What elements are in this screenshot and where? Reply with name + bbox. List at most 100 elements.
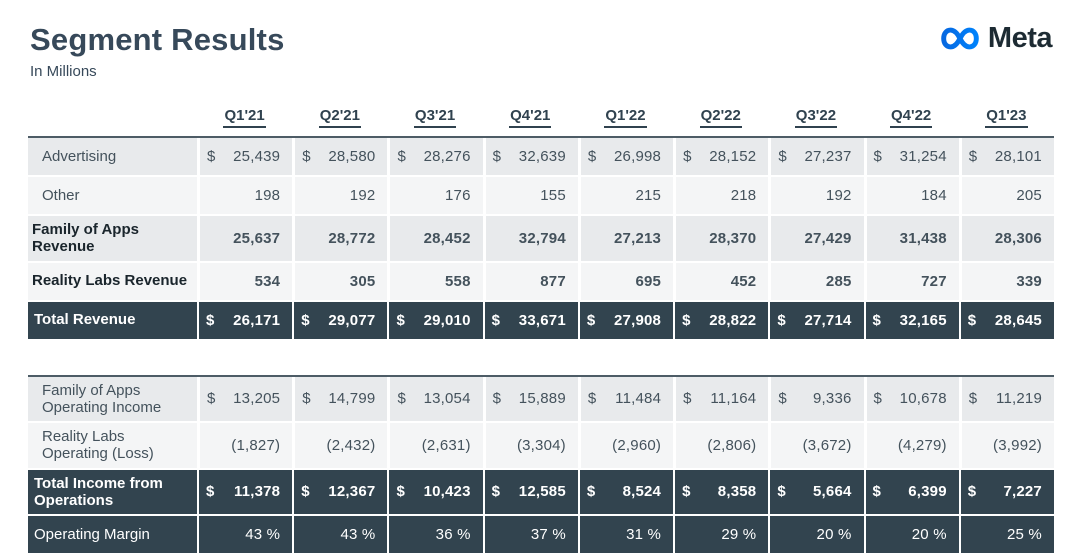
dollar-sign: $	[206, 311, 215, 329]
dollar-sign: $	[968, 148, 978, 165]
value-cell-total-income-from-operations-8: $7,227	[958, 469, 1054, 514]
value-text: 192	[825, 187, 852, 204]
value-text: 28,645	[994, 311, 1042, 329]
value-cell-advertising-3: $32,639	[482, 138, 578, 175]
value-cell-advertising-1: $28,580	[292, 138, 387, 175]
value-cell-operating-margin-2: 36 %	[387, 516, 482, 553]
value-cell-total-revenue-2: $29,010	[387, 301, 482, 339]
value-cell-reality-labs-revenue-4: 695	[577, 262, 673, 300]
value-cell-family-of-apps-revenue-4: 27,213	[577, 216, 673, 261]
dollar-sign: $	[683, 148, 692, 165]
value-text: 27,237	[804, 148, 852, 165]
value-text: 5,664	[813, 483, 852, 501]
value-cell-reality-labs-operating-loss-6: (3,672)	[768, 423, 863, 468]
value-cell-other-3: 155	[482, 177, 578, 214]
value-text: 11,484	[615, 390, 662, 408]
value-text: 20 %	[911, 526, 947, 543]
value-text: 452	[730, 272, 757, 290]
row-label-reality-labs-operating-loss: Reality Labs Operating (Loss)	[42, 428, 154, 463]
value-cell-total-income-from-operations-5: $8,358	[673, 469, 768, 514]
value-text: 33,671	[518, 311, 566, 329]
value-cell-operating-margin-1: 43 %	[292, 516, 387, 553]
value-cell-total-income-from-operations-6: $5,664	[768, 469, 863, 514]
value-cell-reality-labs-revenue-3: 877	[482, 262, 578, 300]
value-cell-operating-margin-5: 29 %	[673, 516, 768, 553]
dollar-sign: $	[492, 148, 501, 165]
column-header-q2-22: Q2'22	[673, 107, 768, 136]
value-text: 13,054	[423, 390, 471, 408]
value-cell-other-6: 192	[768, 177, 863, 214]
dollar-sign: $	[396, 483, 405, 501]
operating-income-table: Family of Apps Operating Income $13,205 $1…	[28, 374, 1054, 553]
value-text: 13,205	[233, 390, 281, 408]
dollar-sign: $	[491, 311, 500, 329]
column-header-q2-21: Q2'21	[292, 107, 387, 136]
table-gap	[28, 339, 1054, 375]
value-cell-reality-labs-operating-loss-0: (1,827)	[197, 423, 292, 468]
value-cell-advertising-8: $28,101	[958, 138, 1054, 175]
value-text: 12,367	[328, 483, 376, 501]
value-text: 11,378	[233, 483, 281, 501]
column-header-label: Q3'22	[794, 107, 838, 128]
column-header-q1-22: Q1'22	[578, 107, 673, 136]
dollar-sign: $	[206, 483, 215, 501]
value-cell-reality-labs-operating-loss-2: (2,631)	[387, 423, 482, 468]
value-text: 155	[540, 187, 566, 204]
dollar-sign: $	[873, 148, 882, 165]
value-text: 32,639	[518, 148, 566, 165]
value-cell-family-of-apps-operating-income-1: $14,799	[292, 376, 387, 421]
value-text: 25,637	[233, 229, 281, 247]
dollar-sign: $	[302, 148, 311, 165]
row-label-total-income-from-operations: Total Income from Operations	[34, 474, 163, 509]
value-text: 8,358	[717, 483, 757, 501]
value-cell-other-2: 176	[387, 177, 482, 214]
value-text: 218	[730, 187, 757, 204]
value-cell-reality-labs-revenue-2: 558	[387, 262, 482, 300]
value-text: 198	[254, 187, 281, 204]
table-row-total-income-from-operations: Total Income from Operations $11,378 $12,3…	[28, 467, 1054, 514]
value-text: 14,799	[328, 390, 376, 408]
value-text: 695	[635, 272, 662, 290]
value-text: (3,672)	[802, 436, 852, 454]
value-text: (1,827)	[231, 436, 281, 454]
value-text: 28,580	[328, 148, 376, 165]
value-text: 27,908	[614, 311, 662, 329]
column-header-q4-22: Q4'22	[864, 107, 959, 136]
value-cell-total-income-from-operations-2: $10,423	[387, 469, 482, 514]
value-text: 31,254	[899, 148, 947, 165]
dollar-sign: $	[301, 483, 310, 501]
revenue-table: Advertising $25,439 $28,580 $28,276 $32,639 $…	[28, 136, 1054, 339]
value-cell-reality-labs-operating-loss-7: (4,279)	[863, 423, 959, 468]
value-cell-family-of-apps-revenue-5: 28,370	[673, 216, 768, 261]
dollar-sign: $	[968, 390, 978, 408]
dollar-sign: $	[491, 483, 500, 501]
value-cell-operating-margin-0: 43 %	[197, 516, 292, 553]
value-cell-other-5: 218	[673, 177, 768, 214]
row-label-advertising: Advertising	[42, 147, 117, 165]
row-label-other: Other	[42, 186, 80, 204]
value-text: 32,794	[518, 229, 566, 247]
value-cell-family-of-apps-revenue-2: 28,452	[387, 216, 482, 261]
value-text: (3,992)	[993, 436, 1042, 454]
value-cell-total-revenue-7: $32,165	[863, 301, 959, 339]
value-cell-advertising-6: $27,237	[768, 138, 863, 175]
table-row-total-revenue: Total Revenue $26,171 $29,077 $29,010 $33,67…	[28, 299, 1054, 339]
column-header-label: Q2'21	[318, 107, 361, 128]
value-cell-family-of-apps-revenue-7: 31,438	[863, 216, 959, 261]
column-header-q4-21: Q4'21	[483, 107, 578, 136]
column-header-label: Q3'21	[413, 107, 457, 128]
value-text: 27,714	[804, 311, 852, 329]
dollar-sign: $	[587, 148, 597, 165]
dollar-sign: $	[586, 483, 596, 501]
value-cell-advertising-5: $28,152	[673, 138, 768, 175]
value-cell-other-7: 184	[863, 177, 959, 214]
dollar-sign: $	[302, 390, 311, 408]
header-spacer	[28, 107, 197, 136]
value-text: 25 %	[1006, 526, 1042, 543]
value-cell-reality-labs-operating-loss-1: (2,432)	[292, 423, 387, 468]
value-cell-family-of-apps-revenue-6: 27,429	[768, 216, 863, 261]
value-text: 727	[921, 272, 947, 290]
value-text: 192	[349, 187, 376, 204]
value-text: 43 %	[340, 526, 376, 543]
value-cell-family-of-apps-revenue-8: 28,306	[958, 216, 1054, 261]
